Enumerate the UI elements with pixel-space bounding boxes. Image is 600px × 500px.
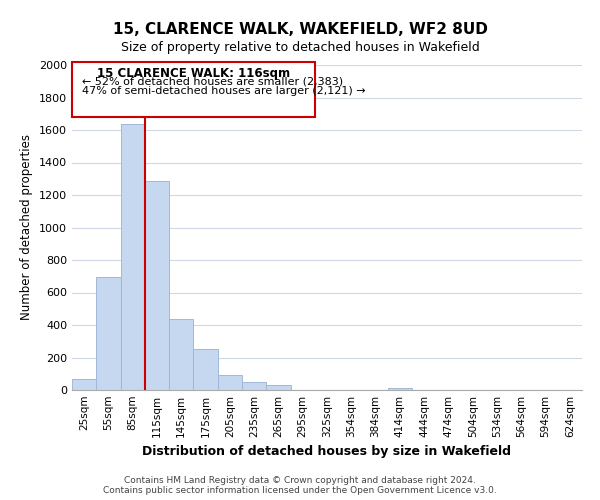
Bar — [388, 388, 412, 390]
Text: 47% of semi-detached houses are larger (2,121) →: 47% of semi-detached houses are larger (… — [82, 86, 366, 96]
Bar — [145, 181, 169, 390]
Text: Contains HM Land Registry data © Crown copyright and database right 2024.
Contai: Contains HM Land Registry data © Crown c… — [103, 476, 497, 495]
FancyBboxPatch shape — [72, 62, 315, 117]
Text: ← 52% of detached houses are smaller (2,383): ← 52% of detached houses are smaller (2,… — [82, 76, 343, 86]
Bar — [193, 348, 218, 390]
X-axis label: Distribution of detached houses by size in Wakefield: Distribution of detached houses by size … — [143, 446, 511, 458]
Bar — [242, 382, 266, 390]
Bar — [218, 376, 242, 390]
Bar — [266, 386, 290, 390]
Text: Size of property relative to detached houses in Wakefield: Size of property relative to detached ho… — [121, 41, 479, 54]
Text: 15, CLARENCE WALK, WAKEFIELD, WF2 8UD: 15, CLARENCE WALK, WAKEFIELD, WF2 8UD — [113, 22, 487, 38]
Y-axis label: Number of detached properties: Number of detached properties — [20, 134, 34, 320]
Bar — [169, 320, 193, 390]
Bar — [96, 277, 121, 390]
Text: 15 CLARENCE WALK: 116sqm: 15 CLARENCE WALK: 116sqm — [97, 66, 290, 80]
Bar — [72, 380, 96, 390]
Bar — [121, 124, 145, 390]
